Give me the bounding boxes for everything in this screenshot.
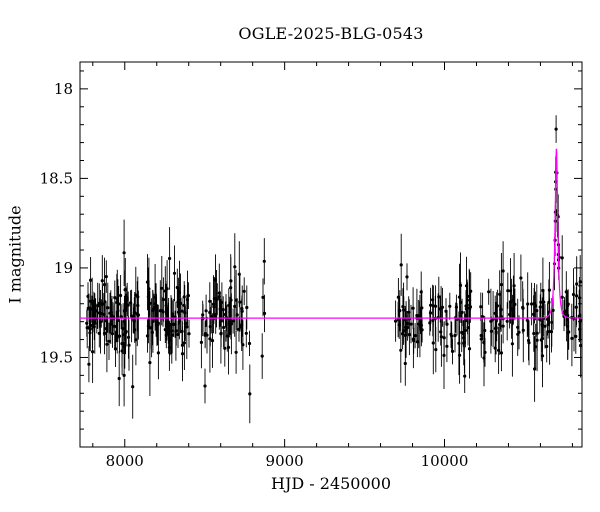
x-axis-label: HJD - 2450000	[270, 474, 392, 493]
y-tick-label: 19.5	[40, 348, 73, 366]
y-tick-label: 18	[54, 80, 73, 98]
y-tick-label: 19	[54, 259, 73, 277]
x-tick-label: 8000	[106, 452, 144, 470]
y-tick-label: 18.5	[40, 169, 73, 187]
error-bars	[86, 115, 582, 424]
model-curve	[80, 148, 582, 319]
tick-labels: 8000 9000 10000 18 18.5 19 19.5	[40, 80, 469, 470]
data-points	[85, 127, 582, 396]
plot-title: OGLE-2025-BLG-0543	[238, 24, 424, 43]
axis-ticks	[80, 62, 582, 447]
plot-frame	[79, 61, 583, 448]
photometry-data	[85, 115, 582, 424]
x-tick-label: 9000	[266, 452, 304, 470]
x-tick-label: 10000	[421, 452, 469, 470]
